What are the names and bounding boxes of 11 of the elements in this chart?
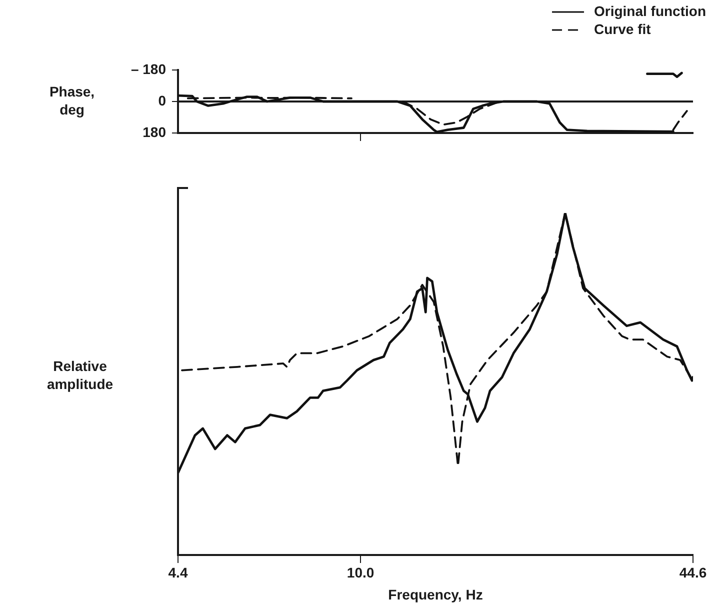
y-tick-label: 180 [142,124,166,140]
legend-label: Curve fit [594,20,652,37]
y-axis-title: Relative amplitude [46,358,114,392]
x-axis-title: Frequency, Hz [388,586,483,602]
y-tick-label: 0 [158,92,166,108]
legend-label: Original function [594,2,706,19]
x-tick-label: 44.6 [679,564,707,580]
y-tick-label: – 180 [130,60,166,77]
y-axis-title: Phase, deg [49,83,95,118]
x-tick-label: 10.0 [346,564,374,580]
x-tick-label: 4.4 [168,564,188,580]
